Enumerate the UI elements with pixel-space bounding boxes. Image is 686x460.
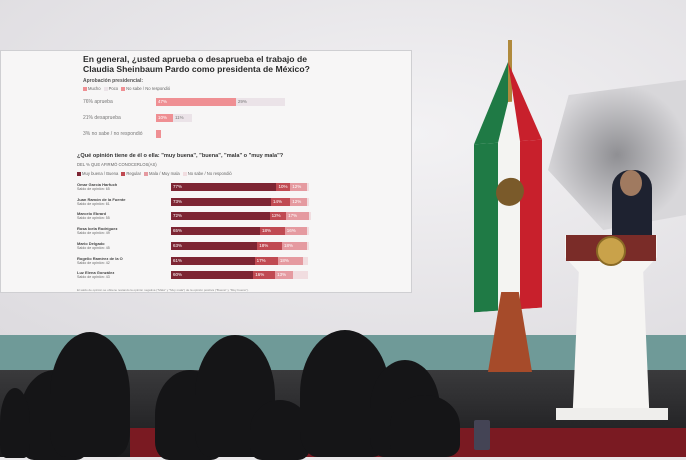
saldo-label: Saldo de opinión: 61 [77, 201, 110, 206]
presentation-screen: En general, ¿usted aprueba o desaprueba … [0, 50, 412, 293]
opinion-bar: 72% [171, 212, 270, 221]
opinion-bar: 16% [284, 227, 307, 236]
person-name: Omar García Harfuch [77, 182, 118, 187]
opinion-bar: 18% [257, 241, 282, 250]
legend-swatch [182, 171, 187, 176]
saldo-label: Saldo de opinión: 49 [77, 231, 110, 236]
approval-bar [156, 130, 162, 138]
legend-label: No sabe / No respondió [126, 86, 171, 91]
approval-bar: 11% [173, 114, 192, 122]
opinion-bar-nosabe [302, 256, 308, 265]
eagle-emblem [496, 177, 524, 206]
legend-swatch [103, 86, 108, 91]
audience-member [0, 388, 30, 458]
person-name: Rogelio Ramírez de la O [77, 255, 123, 261]
person-name: Mario Delgado [77, 240, 105, 246]
person-name: Marcelo Ebrard [77, 211, 107, 217]
legend-swatch [144, 171, 148, 176]
person-name: Luz Elena González [77, 270, 115, 276]
q2-legend: Muy buena / Buena Regular Mala / Muy mala N… [74, 171, 232, 176]
q2-subtitle: DEL % QUE AFIRMÓ CONOCERLOS(AS) [77, 162, 157, 167]
q2-footnote: El saldo de opinión se obtiene restando … [77, 288, 249, 292]
opinion-bar: 14% [271, 197, 291, 206]
saldo-label: Saldo de opinión: 43 [77, 275, 110, 280]
opinion-bar: 61% [171, 256, 255, 265]
opinion-bar: 77% [171, 183, 277, 191]
opinion-bar: 16% [253, 271, 276, 280]
legend-swatch [121, 171, 126, 176]
opinion-bar-nosabe [306, 227, 309, 236]
person-name: Juan Ramón de la Fuente [77, 196, 126, 202]
opinion-bar: 18% [277, 256, 303, 265]
approval-bar: 29% [235, 98, 286, 106]
legend-swatch [77, 171, 81, 176]
legend-label: Muy buena / Buena [82, 171, 119, 176]
legend-swatch [83, 86, 87, 91]
opinion-bar: 18% [281, 241, 307, 250]
legend-label: Mucho [88, 86, 101, 91]
q1-title-2: Claudia Sheinbaum Pardo como presidenta … [83, 64, 310, 74]
row-label: 3% no sabe / no respondió [83, 131, 143, 137]
legend-swatch [121, 86, 126, 91]
opinion-bar-nosabe [306, 241, 309, 250]
audience-member [390, 395, 460, 457]
opinion-bar-nosabe [309, 212, 312, 221]
legend-label: Poco [108, 86, 119, 91]
mexico-flag [474, 62, 542, 313]
opinion-bar: 17% [254, 256, 278, 265]
q1-legend: Mucho Poco No sabe / No respondió [80, 86, 170, 91]
saldo-label: Saldo de opinión: 65 [77, 187, 110, 191]
opinion-bar: 60% [171, 271, 254, 280]
q2-title: ¿Qué opinión tiene de él o ella: "muy bu… [77, 153, 284, 159]
saldo-label: Saldo de opinión: 45 [77, 245, 110, 250]
opinion-bar-nosabe [306, 183, 309, 191]
opinion-bar: 12% [290, 183, 307, 191]
legend-label: Mala / Muy mala [149, 171, 180, 176]
phone [474, 420, 490, 450]
opinion-bar: 13% [275, 271, 293, 280]
opinion-bar: 12% [290, 197, 307, 206]
podium-base [556, 408, 668, 420]
opinion-bar: 73% [171, 197, 271, 206]
opinion-bar: 10% [276, 183, 291, 191]
opinion-bar: 12% [269, 212, 287, 221]
opinion-bar: 17% [286, 212, 310, 221]
saldo-label: Saldo de opinión: 55 [77, 216, 110, 221]
audience-member [50, 332, 130, 457]
opinion-bar-nosabe [306, 197, 309, 206]
opinion-bar-nosabe [292, 271, 308, 280]
saldo-label: Saldo de opinión: 42 [77, 260, 110, 265]
q1-section: Aprobación presidencial: [83, 78, 144, 84]
approval-bar: 47% [156, 98, 236, 106]
legend-label: Regular [126, 171, 141, 176]
q1-title-1: En general, ¿usted aprueba o desaprueba … [83, 54, 307, 64]
speaker-head [620, 170, 642, 196]
row-label: 76% aprueba [83, 99, 113, 105]
legend-label: No sabe / No respondió [187, 171, 232, 176]
opinion-bar: 63% [171, 241, 258, 250]
approval-bar: 10% [156, 114, 173, 122]
opinion-bar: 18% [260, 227, 285, 236]
person-name: Rosa Icela Rodríguez [77, 226, 118, 232]
opinion-bar: 65% [171, 227, 261, 236]
row-label: 21% desaprueba [83, 115, 121, 121]
podium-seal-icon [596, 236, 626, 266]
